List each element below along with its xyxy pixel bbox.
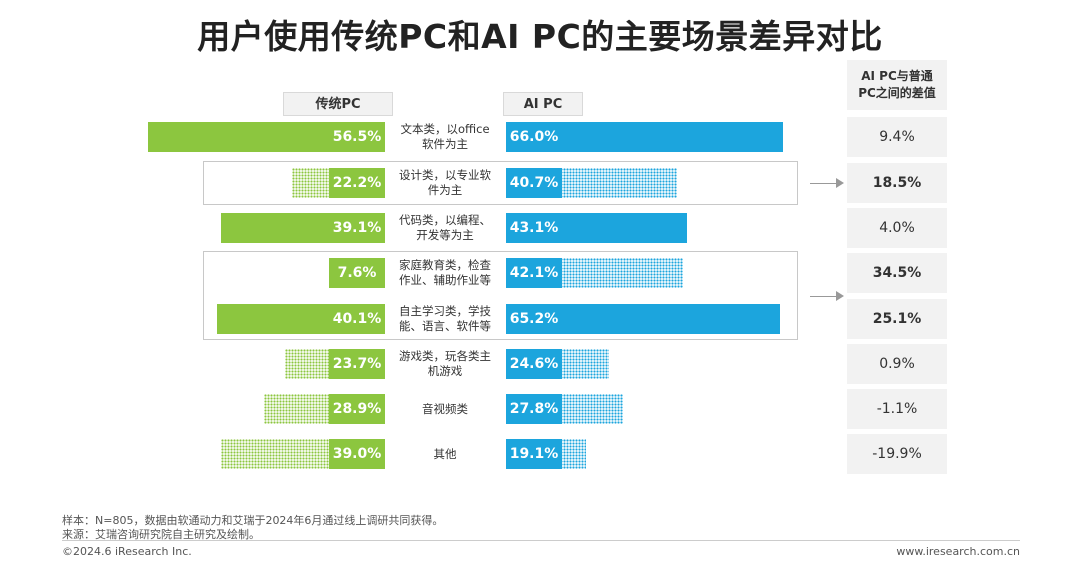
difference-value: -19.9% — [847, 434, 947, 474]
category-label: 代码类，以编程、 开发等为主 — [399, 213, 491, 242]
category-label: 家庭教育类，检查 作业、辅助作业等 — [399, 258, 491, 287]
highlight-box-design — [203, 161, 798, 205]
value-label-ai-pc: 66.0% — [506, 122, 562, 152]
difference-value: 4.0% — [847, 208, 947, 248]
category-label: 文本类，以office 软件为主 — [400, 122, 490, 151]
copyright: ©2024.6 iResearch Inc. — [62, 545, 192, 558]
category-label: 音视频类 — [422, 401, 468, 416]
value-label-ai-pc: 43.1% — [506, 213, 562, 243]
footnote-source: 来源：艾瑞咨询研究院自主研究及绘制。 — [62, 528, 260, 541]
value-label-ai-pc: 19.1% — [506, 439, 562, 469]
legend-ai-pc: AI PC — [503, 92, 583, 116]
arrow-design-line — [810, 183, 836, 184]
chart-title: 用户使用传统PC和AI PC的主要场景差异对比 — [197, 17, 883, 56]
footer-divider — [62, 540, 1020, 541]
difference-value: -1.1% — [847, 389, 947, 429]
value-label-traditional-pc: 23.7% — [329, 349, 385, 379]
value-label-ai-pc: 65.2% — [506, 304, 562, 334]
value-label-ai-pc: 40.7% — [506, 168, 562, 198]
value-label-traditional-pc: 39.0% — [329, 439, 385, 469]
category-label: 游戏类，玩各类主 机游戏 — [399, 349, 491, 378]
value-label-traditional-pc: 39.1% — [329, 213, 385, 243]
difference-value: 9.4% — [847, 117, 947, 157]
category-label: 其他 — [433, 446, 457, 461]
footnote-sample: 样本：N=805，数据由软通动力和艾瑞于2024年6月通过线上调研共同获得。 — [62, 514, 444, 527]
legend-traditional-pc: 传统PC — [283, 92, 393, 116]
value-label-traditional-pc: 56.5% — [329, 122, 385, 152]
category-label: 自主学习类，学技 能、语言、软件等 — [399, 304, 491, 333]
arrow-education-head — [836, 291, 844, 301]
difference-value: 0.9% — [847, 344, 947, 384]
arrow-design-head — [836, 178, 844, 188]
difference-value: 25.1% — [847, 299, 947, 339]
value-label-ai-pc: 42.1% — [506, 258, 562, 288]
website: www.iresearch.com.cn — [896, 545, 1020, 558]
difference-value: 18.5% — [847, 163, 947, 203]
value-label-traditional-pc: 7.6% — [329, 258, 385, 288]
value-label-traditional-pc: 22.2% — [329, 168, 385, 198]
highlight-box-education-learning — [203, 251, 798, 340]
difference-value: 34.5% — [847, 253, 947, 293]
category-label: 设计类，以专业软 件为主 — [399, 168, 491, 197]
value-label-traditional-pc: 28.9% — [329, 394, 385, 424]
arrow-education-line — [810, 296, 836, 297]
value-label-traditional-pc: 40.1% — [329, 304, 385, 334]
value-label-ai-pc: 27.8% — [506, 394, 562, 424]
difference-header: AI PC与普通 PC之间的差值 — [847, 60, 947, 110]
value-label-ai-pc: 24.6% — [506, 349, 562, 379]
